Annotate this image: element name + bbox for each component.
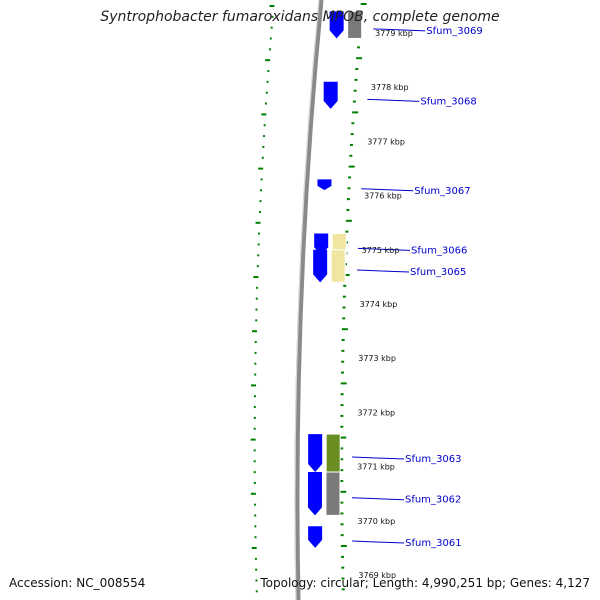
kbp-label: 3769 kbp (358, 571, 396, 580)
gene-label-leader (357, 247, 411, 251)
accession-text: Accession: NC_008554 (9, 576, 146, 590)
genome-backbone (294, 0, 324, 600)
cog-track (325, 10, 363, 516)
kbp-label: 3777 kbp (367, 137, 405, 146)
gene-arrow (317, 179, 332, 191)
gene-label: Sfum_3067 (414, 186, 470, 197)
gene-arrow (323, 81, 338, 109)
page-title: Syntrophobacter fumaroxidans MPOB, compl… (100, 9, 500, 25)
genome-backbone-highlight (294, 0, 320, 600)
gene-label: Sfum_3061 (405, 538, 461, 549)
gene-label-leader (352, 456, 405, 460)
gene-label: Sfum_3063 (405, 454, 461, 465)
gene-track (307, 11, 344, 548)
outer-ruler (340, 3, 367, 591)
gene-label: Sfum_3065 (410, 267, 466, 278)
gene-arrow (308, 526, 323, 548)
gene-label-leader (352, 540, 405, 544)
cog-block (347, 10, 363, 39)
gene-arrow (313, 249, 328, 283)
cog-block (325, 471, 341, 516)
kbp-label: 3771 kbp (357, 463, 395, 472)
gene-labels: Sfum_3069 Sfum_3068 Sfum_3067 Sfum_3066 Sfum… (351, 26, 483, 549)
gene-label-leader (373, 28, 426, 32)
cog-block (325, 433, 341, 473)
kbp-label: 3779 kbp (375, 29, 413, 38)
gene-arrow (307, 472, 322, 516)
kbp-label: 3774 kbp (360, 300, 398, 309)
kbp-labels: 3779 kbp 3778 kbp 3777 kbp 3776 kbp 3775 kbp… (357, 29, 413, 580)
cog-block (330, 249, 346, 283)
kbp-label: 3770 kbp (357, 517, 395, 526)
kbp-label: 3772 kbp (357, 408, 395, 417)
genome-summary-text: Topology: circular; Length: 4,990,251 bp… (260, 576, 590, 590)
gene-label: Sfum_3068 (420, 96, 476, 107)
gene-label-leader (367, 98, 420, 102)
gene-label: Sfum_3069 (426, 26, 482, 37)
gene-label: Sfum_3066 (411, 245, 467, 256)
gene-arrow (308, 434, 323, 473)
gene-label-leader (351, 497, 404, 501)
gene-label: Sfum_3062 (405, 495, 461, 506)
kbp-label: 3773 kbp (358, 354, 396, 363)
gene-arrow (329, 11, 344, 39)
kbp-label: 3776 kbp (364, 192, 402, 201)
gene-label-leader (361, 188, 414, 192)
kbp-label: 3775 kbp (362, 246, 400, 255)
inner-ruler (250, 5, 275, 593)
kbp-label: 3778 kbp (371, 83, 409, 92)
gene-label-leader (356, 269, 410, 273)
